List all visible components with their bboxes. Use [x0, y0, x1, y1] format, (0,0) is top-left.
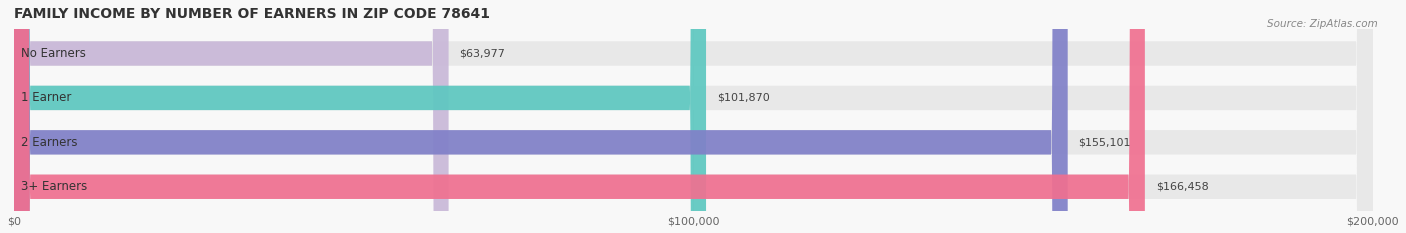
FancyBboxPatch shape: [14, 0, 1372, 233]
Text: 1 Earner: 1 Earner: [21, 91, 72, 104]
FancyBboxPatch shape: [14, 0, 1372, 233]
FancyBboxPatch shape: [14, 0, 449, 233]
Text: 2 Earners: 2 Earners: [21, 136, 77, 149]
Text: $155,101: $155,101: [1078, 137, 1130, 147]
Text: $166,458: $166,458: [1156, 182, 1209, 192]
Text: No Earners: No Earners: [21, 47, 86, 60]
Text: $101,870: $101,870: [717, 93, 769, 103]
FancyBboxPatch shape: [14, 0, 1144, 233]
FancyBboxPatch shape: [14, 0, 1067, 233]
FancyBboxPatch shape: [14, 0, 706, 233]
FancyBboxPatch shape: [14, 0, 1372, 233]
Text: Source: ZipAtlas.com: Source: ZipAtlas.com: [1267, 19, 1378, 29]
Text: $63,977: $63,977: [460, 48, 505, 58]
Text: FAMILY INCOME BY NUMBER OF EARNERS IN ZIP CODE 78641: FAMILY INCOME BY NUMBER OF EARNERS IN ZI…: [14, 7, 489, 21]
Text: 3+ Earners: 3+ Earners: [21, 180, 87, 193]
FancyBboxPatch shape: [14, 0, 1372, 233]
